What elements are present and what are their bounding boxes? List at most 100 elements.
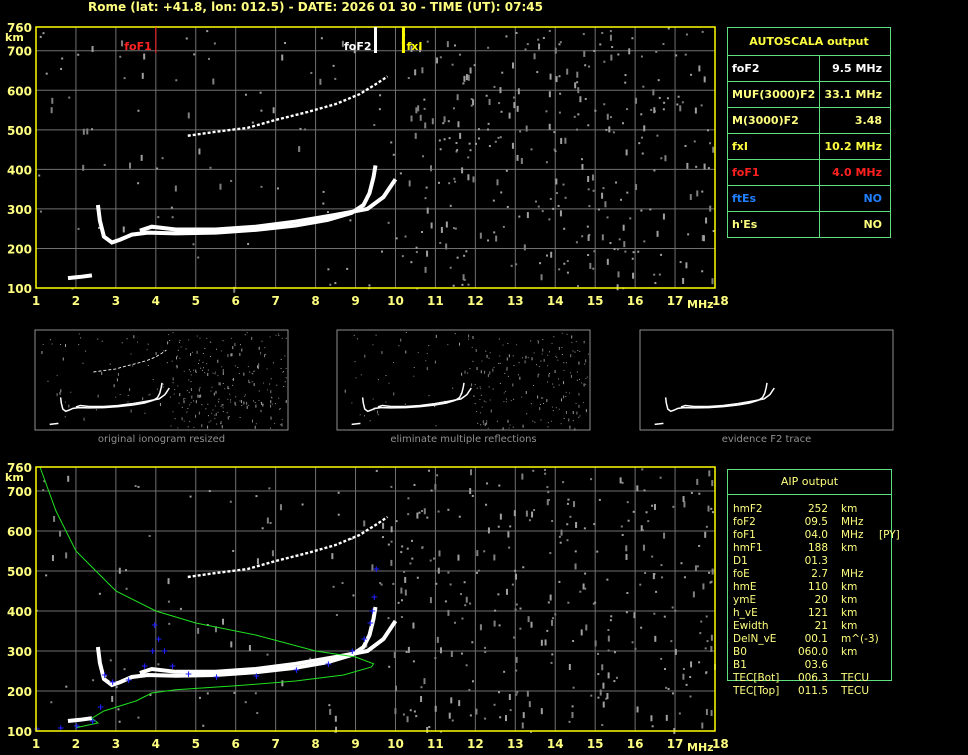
noise-dot [618,238,621,241]
y-tick-label: 600 [7,84,32,98]
noise-dot [530,730,533,733]
noise-dot [534,421,536,423]
noise-dot [711,278,714,285]
noise-dot [532,469,535,472]
noise-dot [572,350,574,352]
noise-dot [583,50,586,57]
noise-dot [414,132,417,139]
noise-dot [172,332,174,334]
aip-param-value: 188 [807,542,828,554]
noise-dot [282,370,284,372]
noise-dot [540,708,543,715]
noise-dot [553,336,555,338]
noise-dot [655,590,658,593]
noise-dot [638,142,641,145]
noise-dot [327,268,330,271]
noise-dot [460,652,463,655]
noise-dot [407,513,410,516]
noise-dot [558,111,561,114]
noise-dot [594,109,597,112]
noise-dot [502,344,504,346]
noise-dot [540,274,543,281]
y-tick-label: 300 [7,645,32,659]
noise-dot [475,348,477,352]
noise-dot [118,720,121,723]
noise-dot [625,545,628,552]
noise-dot [197,627,200,634]
noise-dot [410,45,413,52]
noise-dot [569,425,571,429]
noise-dot [360,374,362,376]
noise-dot [528,519,531,522]
noise-dot [221,403,223,405]
noise-dot [426,40,429,43]
noise-dot [624,250,627,253]
x-tick-label: 15 [587,737,604,751]
noise-dot [364,354,366,358]
noise-dot [281,54,284,61]
noise-dot [557,359,559,361]
noise-dot [183,400,185,404]
noise-dot [404,576,407,583]
noise-dot [123,77,126,80]
aip-param-unit: km [841,620,858,632]
noise-dot [212,372,214,374]
noise-dot [121,40,124,47]
noise-dot [233,286,236,293]
noise-dot [269,336,271,338]
noise-dot [280,367,282,369]
noise-dot [515,669,518,672]
noise-dot [634,647,637,650]
noise-dot [517,88,520,95]
noise-dot [258,399,260,401]
noise-dot [218,398,220,400]
noise-dot [520,157,523,164]
noise-dot [678,712,681,715]
noise-dot [643,125,646,132]
noise-dot [172,411,174,413]
noise-dot [229,393,231,395]
noise-dot [543,358,545,362]
aip-param-name: D1 [733,555,748,567]
noise-dot [566,260,569,263]
trace-e [67,273,93,281]
noise-dot [709,142,712,145]
noise-dot [455,150,458,153]
noise-dot [199,337,201,339]
noise-dot [488,145,491,148]
noise-dot [663,667,666,670]
noise-dot [607,649,610,652]
noise-dot [477,422,479,424]
noise-dot [583,402,585,404]
noise-dot [587,176,590,183]
noise-dot [453,177,456,180]
y-tick-label: 200 [7,242,32,256]
noise-dot [261,527,264,530]
noise-dot [626,501,629,504]
noise-dot [279,504,282,511]
noise-dot [47,380,49,382]
y-tick-label: 100 [7,282,32,296]
autoscala-param-name: h'Es [726,211,821,238]
noise-dot [285,377,287,379]
noise-dot [497,593,500,596]
noise-dot [632,510,635,513]
noise-dot [65,685,68,688]
noise-dot [651,504,654,507]
aip-param-name: h_vE [733,607,758,619]
noise-dot [632,272,635,279]
noise-dot [590,478,593,481]
noise-dot [642,85,645,88]
noise-dot [322,202,325,205]
noise-dot [452,284,455,287]
noise-dot [465,250,468,253]
noise-dot [696,565,699,568]
noise-dot [645,511,648,514]
noise-dot [584,97,587,100]
noise-dot [685,262,688,269]
noise-dot [204,348,206,350]
aip-param-unit: MHz [841,529,864,541]
noise-dot [576,71,579,78]
noise-dot [129,388,131,392]
noise-dot [368,284,371,287]
